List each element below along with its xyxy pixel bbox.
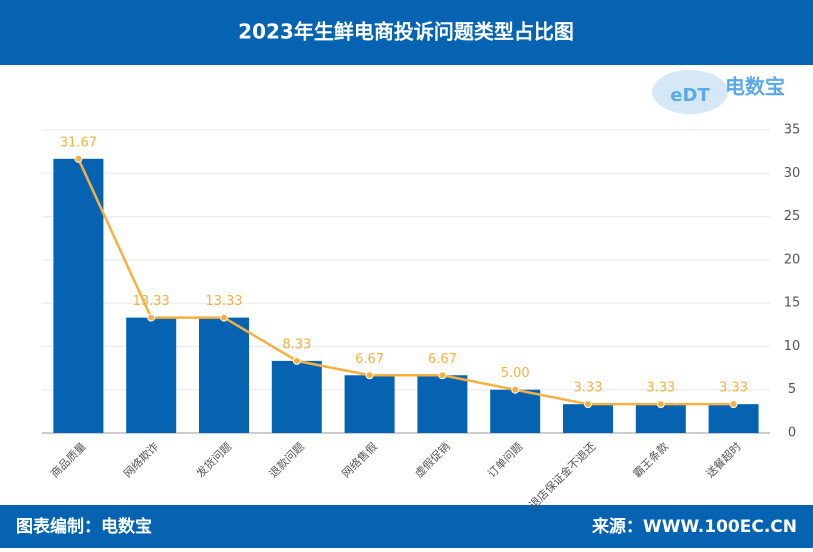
x-tick-label: 退款问题 [266,439,307,480]
data-label: 6.67 [355,352,384,367]
footer-left: 图表编制：电数宝 [16,516,152,537]
line-marker [74,154,83,163]
y-tick-label: 20 [784,252,801,267]
line [77,158,734,406]
header-bar [0,0,813,65]
y-tick-label: 15 [784,296,801,311]
y-tick-label: 10 [784,339,801,354]
line-marker [729,400,738,409]
bar [53,158,104,433]
bar [271,360,322,433]
line-marker [147,313,156,322]
bar [563,404,613,433]
y-tick-label: 35 [784,123,801,138]
footer-bar [0,505,813,548]
line-marker [365,371,374,380]
x-tick-label: 商品质量 [48,439,89,480]
line-marker [656,400,665,409]
bar [126,317,177,433]
line-marker [584,400,592,409]
x-tick-label: 虚假促销 [412,439,453,480]
y-tick-label: 25 [784,209,801,224]
bar [708,404,759,433]
data-label: 5.00 [501,366,530,381]
bar [635,404,686,433]
x-tick-label: 订单问题 [485,440,525,480]
data-label: 13.33 [133,294,170,309]
line-marker [511,385,520,394]
line-marker [220,313,228,322]
chart-title: 2023年生鲜电商投诉问题类型占比图 [238,20,574,44]
bar [417,375,468,433]
x-tick-label: 网络欺诈 [120,439,161,480]
data-label: 3.33 [719,381,748,396]
data-label: 31.67 [60,135,97,150]
logo-mark: eDT [670,85,710,106]
data-label: 3.33 [574,381,603,396]
x-tick-label: 霸王条款 [630,439,671,480]
bar [490,389,541,433]
y-tick-label: 0 [788,426,796,441]
footer-right: 来源：WWW.100EC.CN [591,516,797,537]
x-tick-label: 退店保证金不退还 [526,439,598,511]
data-label: 6.67 [428,352,457,367]
line-marker [292,356,301,365]
data-label: 13.33 [205,294,242,309]
x-tick-label: 送餐超时 [703,439,744,480]
y-tick-label: 30 [784,166,801,181]
bar [199,317,249,433]
x-tick-label: 网络售假 [339,439,380,480]
data-label: 3.33 [646,381,675,396]
logo-name: 电数宝 [725,75,785,99]
logo-cloud [652,70,728,114]
data-label: 8.33 [282,337,311,352]
bar [344,375,395,433]
y-tick-label: 5 [788,382,796,397]
x-tick-label: 发货问题 [193,439,234,480]
line-marker [438,371,447,380]
